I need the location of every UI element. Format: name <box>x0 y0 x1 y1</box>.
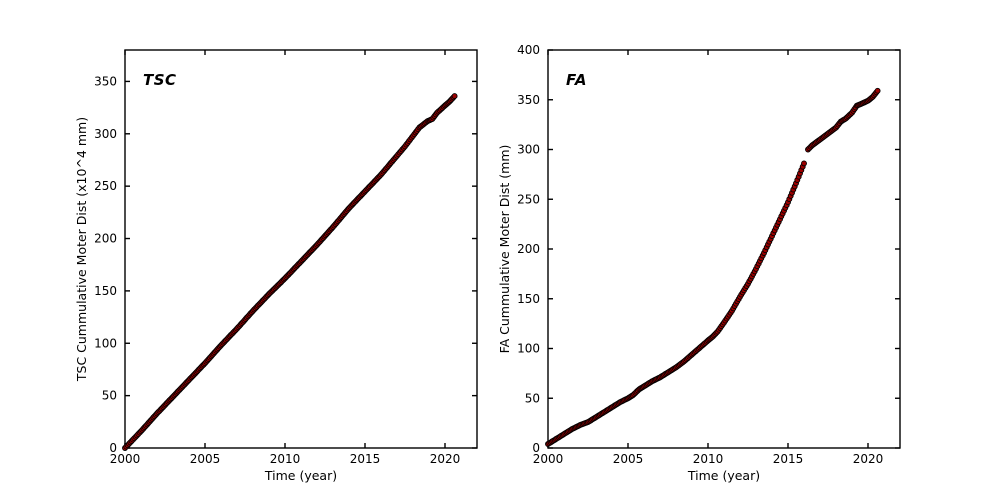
plot-fa: 2000 2005 2010 2015 2020 0 50 100 150 200 250 300 35… <box>517 43 901 466</box>
x-tick-label: 2000 <box>110 452 141 466</box>
y-axis-label-tsc: TSC Cummulative Moter Dist (x10^4 mm) <box>74 116 89 382</box>
x-axis-label-tsc: Time (year) <box>264 468 338 483</box>
axes-frame <box>547 49 901 449</box>
y-tick-label: 50 <box>102 389 117 403</box>
y-tick-label: 100 <box>517 342 540 356</box>
y-axis-label-fa: FA Cummulative Moter Dist (mm) <box>497 144 512 354</box>
y-tick-label: 250 <box>94 179 117 193</box>
data-series <box>545 87 881 447</box>
x-tick-label: 2010 <box>270 452 301 466</box>
y-tick-label: 300 <box>94 127 117 141</box>
data-point-marker <box>451 93 458 100</box>
x-tick-label: 2015 <box>773 452 804 466</box>
y-tick-label: 0 <box>532 441 540 455</box>
x-tick-label: 2020 <box>430 452 461 466</box>
y-tick-label: 350 <box>517 93 540 107</box>
y-tick-label: 150 <box>517 292 540 306</box>
y-tick-label: 0 <box>109 441 117 455</box>
y-tick-label: 400 <box>517 43 540 57</box>
x-tick-label: 2005 <box>190 452 221 466</box>
panel-label-tsc: TSC <box>143 71 177 89</box>
plot-tsc: 2000 2005 2010 2015 2020 0 50 100 150 200 250 300 35… <box>94 49 478 466</box>
x-axis-label-fa: Time (year) <box>687 468 761 483</box>
x-tick-label: 2015 <box>350 452 381 466</box>
data-series <box>122 93 458 451</box>
x-tick-label: 2020 <box>853 452 884 466</box>
y-tick-label: 50 <box>525 391 540 405</box>
data-point-marker <box>874 87 881 94</box>
x-tick-label: 2010 <box>693 452 724 466</box>
y-tick-label: 250 <box>517 192 540 206</box>
panel-label-fa: FA <box>566 71 587 89</box>
y-tick-label: 300 <box>517 143 540 157</box>
y-tick-label: 200 <box>517 242 540 256</box>
y-tick-label: 150 <box>94 284 117 298</box>
axes-frame <box>124 49 478 449</box>
data-point-marker <box>801 160 807 167</box>
x-tick-label: 2005 <box>613 452 644 466</box>
y-tick-label: 200 <box>94 232 117 246</box>
x-tick-label: 2000 <box>533 452 564 466</box>
y-tick-label: 350 <box>94 74 117 88</box>
y-tick-label: 100 <box>94 336 117 350</box>
